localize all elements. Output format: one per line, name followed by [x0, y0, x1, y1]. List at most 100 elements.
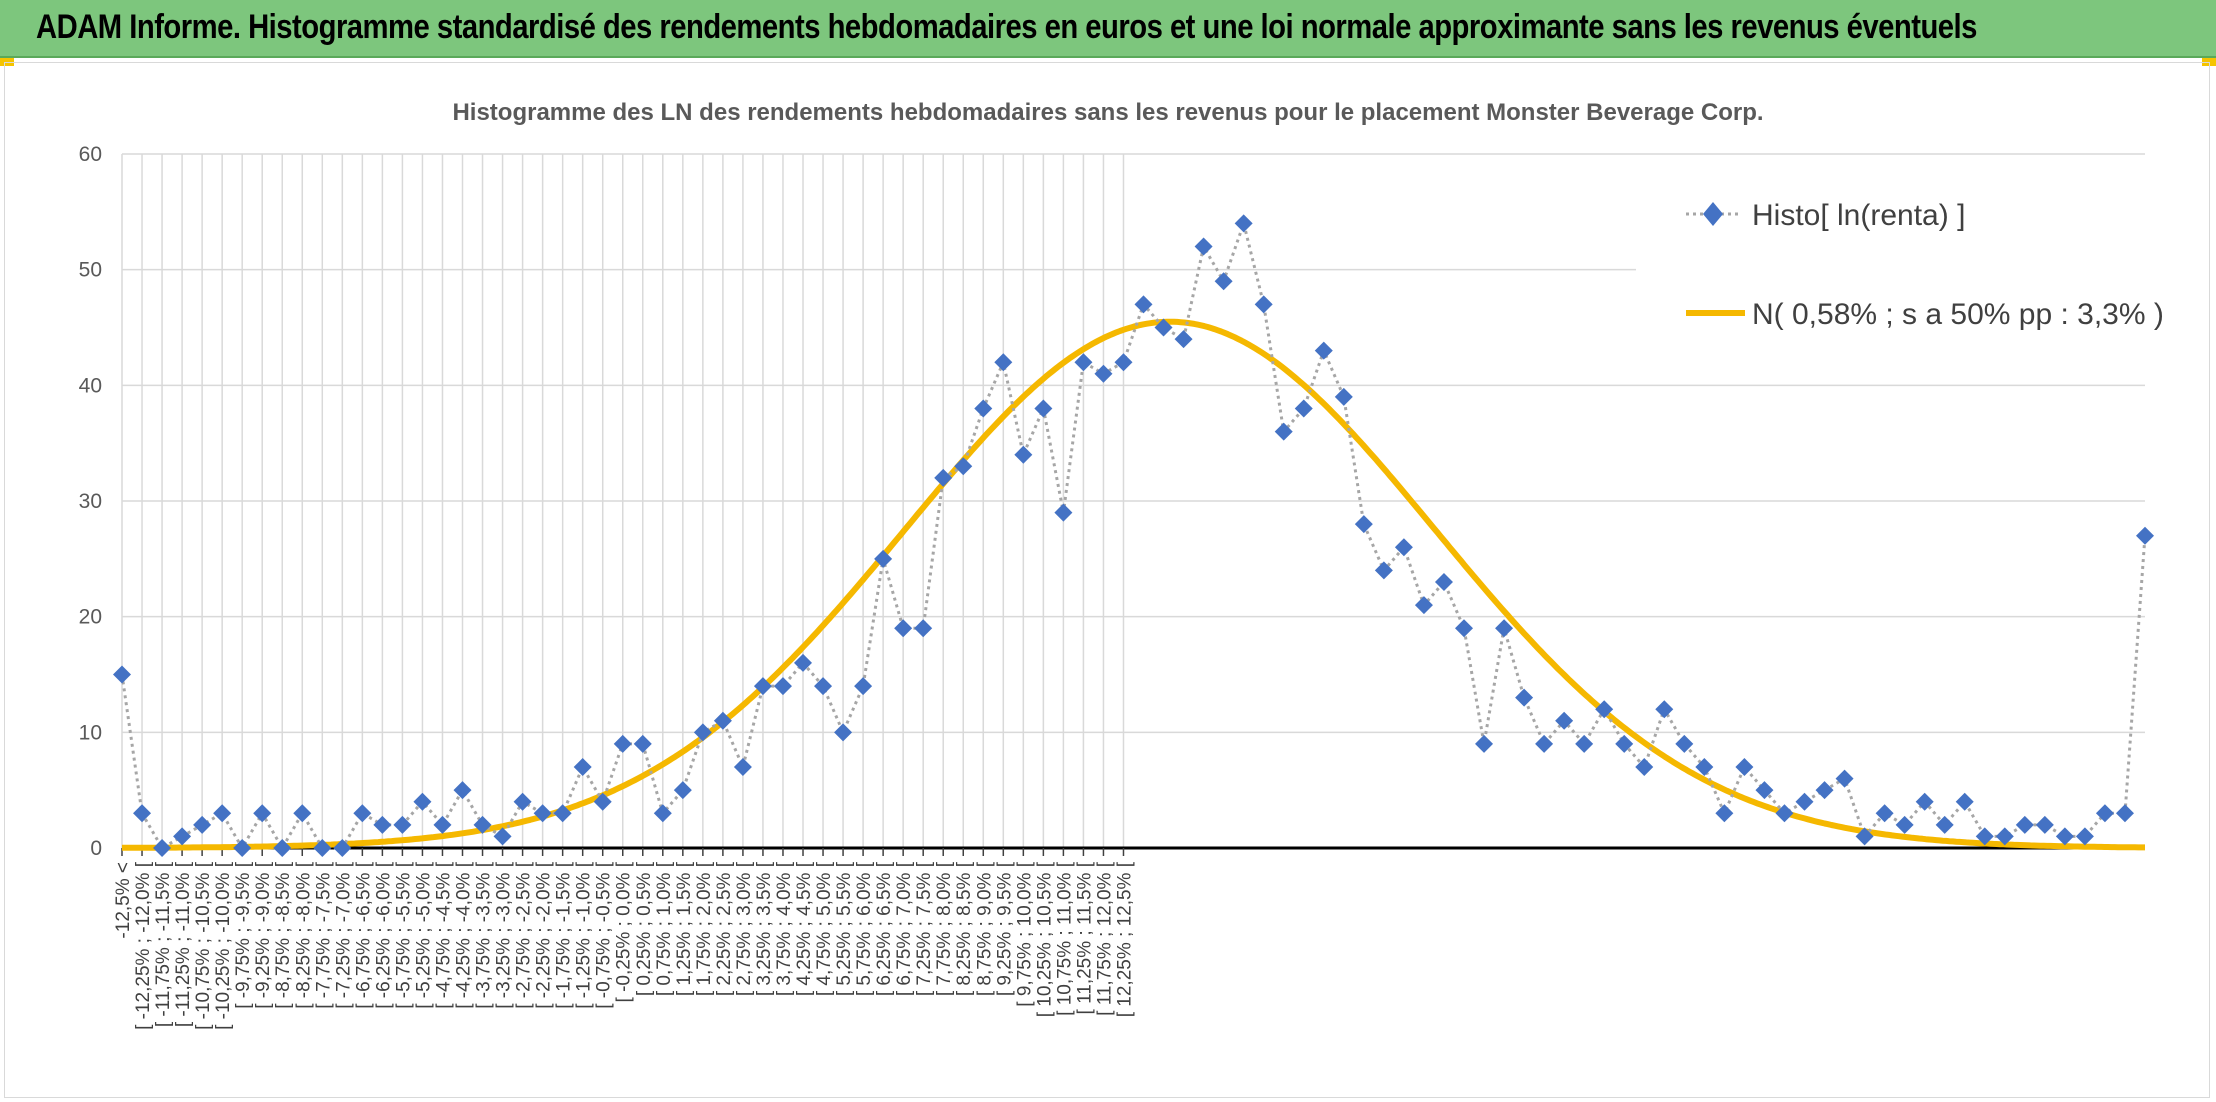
histo-point: [1895, 815, 1914, 834]
histo-point: [2075, 827, 2094, 846]
histo-point: [1495, 619, 1514, 638]
histo-point: [153, 839, 172, 857]
x-tick-label: [ -5,25% ; -5,0% [: [413, 861, 434, 1009]
histo-point: [333, 839, 352, 857]
legend-box: [1636, 165, 2191, 360]
histo-point: [1555, 711, 1574, 730]
x-tick-label: [ -6,25% ; -6,0% [: [373, 861, 394, 1009]
histo-point: [1575, 734, 1594, 753]
x-tick-label: [ -4,25% ; -4,0% [: [454, 861, 475, 1009]
x-tick-label: [ 7,75% ; 8,0% [: [934, 861, 955, 996]
x-tick-label: [ -3,25% ; -3,0% [: [494, 861, 515, 1009]
x-tick-label: [ -7,25% ; -7,0% [: [333, 861, 354, 1009]
histo-point: [1775, 804, 1794, 823]
x-tick-label: [ -8,75% ; -8,5% [: [273, 861, 294, 1009]
histo-point: [1635, 758, 1654, 777]
x-tick-label: [ -0,25% ; 0,0% [: [614, 861, 635, 1002]
histo-point: [974, 399, 993, 418]
x-tick-label: [ 4,25% ; 4,5% [: [794, 861, 815, 996]
x-tick-label: [ 7,25% ; 7,5% [: [914, 861, 935, 996]
x-tick-label: [ -3,75% ; -3,5% [: [474, 861, 495, 1009]
histo-point: [453, 781, 472, 800]
histo-point: [2136, 526, 2154, 545]
histo-point: [1194, 237, 1213, 256]
histo-point: [733, 758, 752, 777]
x-tick-label: [ -9,75% ; -9,5% [: [233, 861, 254, 1009]
histo-point: [373, 815, 392, 834]
histo-point: [133, 804, 152, 823]
y-tick-label: 20: [79, 606, 102, 629]
histo-point: [593, 792, 612, 811]
histo-point: [1334, 387, 1353, 406]
x-tick-label: [ -10,75% ; -10,5% [: [193, 861, 214, 1030]
x-tick-label: [ 6,25% ; 6,5% [: [874, 861, 895, 996]
histo-point: [353, 804, 372, 823]
histo-point: [954, 457, 973, 476]
histo-point: [1214, 272, 1233, 291]
histo-point: [653, 804, 672, 823]
x-tick-label: [ 0,25% ; 0,5% [: [634, 861, 655, 996]
x-tick-label: -12,5% <: [113, 862, 134, 939]
histo-point: [1154, 318, 1173, 337]
y-tick-label: 30: [79, 490, 102, 513]
histo-point: [1975, 827, 1994, 846]
histo-point: [1715, 804, 1734, 823]
histo-point: [493, 827, 512, 846]
legend-histo-label: Histo[ ln(renta) ]: [1752, 199, 1965, 232]
x-tick-label: [ 5,75% ; 6,0% [: [854, 861, 875, 996]
x-tick-label: [ 3,75% ; 4,0% [: [774, 861, 795, 996]
histo-point: [1875, 804, 1894, 823]
histo-point: [914, 619, 933, 638]
histo-point: [1074, 353, 1093, 372]
histo-point: [533, 804, 552, 823]
histo-point: [1735, 758, 1754, 777]
histo-point: [2095, 804, 2114, 823]
x-tick-label: [ -1,75% ; -1,5% [: [554, 861, 575, 1009]
histo-point: [1354, 515, 1373, 534]
histo-point: [513, 792, 532, 811]
x-tick-label: [ 3,25% ; 3,5% [: [754, 861, 775, 996]
histo-point: [934, 468, 953, 487]
x-tick-label: [ -8,25% ; -8,0% [: [293, 861, 314, 1009]
histo-point: [1615, 734, 1634, 753]
y-tick-label: 0: [90, 837, 102, 860]
histo-point: [1234, 214, 1253, 233]
histo-point: [393, 815, 412, 834]
y-tick-label: 60: [79, 143, 102, 166]
histo-point: [1475, 734, 1494, 753]
histo-point: [173, 827, 192, 846]
histo-point: [1414, 596, 1433, 615]
x-tick-label: [ 9,25% ; 9,5% [: [994, 861, 1015, 996]
histo-point: [1454, 619, 1473, 638]
histo-point: [1855, 827, 1874, 846]
histo-point: [1835, 769, 1854, 788]
histo-point: [2115, 804, 2134, 823]
x-tick-label: [ 10,25% ; 10,5% [: [1034, 861, 1055, 1017]
x-tick-label: [ 9,75% ; 10,0% [: [1014, 861, 1035, 1006]
histo-point: [1995, 827, 2014, 846]
histo-point: [713, 711, 732, 730]
x-tick-label: [ -11,25% ; -11,0% [: [173, 861, 194, 1027]
histo-point: [1795, 792, 1814, 811]
histo-point: [1394, 538, 1413, 557]
x-tick-label: [ 0,75% ; 1,0% [: [654, 861, 675, 996]
report-title: ADAM Informe. Histogramme standardisé de…: [36, 8, 1977, 46]
histo-point: [213, 804, 232, 823]
chart-title: Histogramme des LN des rendements hebdom…: [452, 99, 1763, 126]
x-tick-label: [ -2,75% ; -2,5% [: [514, 861, 535, 1009]
histogram-series-layer: [113, 214, 2154, 857]
x-tick-label: [ 2,25% ; 2,5% [: [714, 861, 735, 996]
legend-normal-label: N( 0,58% ; s a 50% pp : 3,3% ): [1752, 298, 2164, 331]
histo-point: [113, 665, 131, 684]
histo-point: [1434, 572, 1453, 591]
histo-point: [553, 804, 572, 823]
x-tick-label: [ -0,75% ; -0,5% [: [594, 861, 615, 1009]
histo-point: [193, 815, 212, 834]
histo-point: [633, 734, 652, 753]
histo-point: [1695, 758, 1714, 777]
x-axis: -12,5% <[ -12,25% ; -12,0% [[ -11,75% ; …: [113, 846, 2145, 1030]
x-tick-label: [ -6,75% ; -6,5% [: [353, 861, 374, 1009]
histo-point: [1955, 792, 1974, 811]
histo-point: [413, 792, 432, 811]
